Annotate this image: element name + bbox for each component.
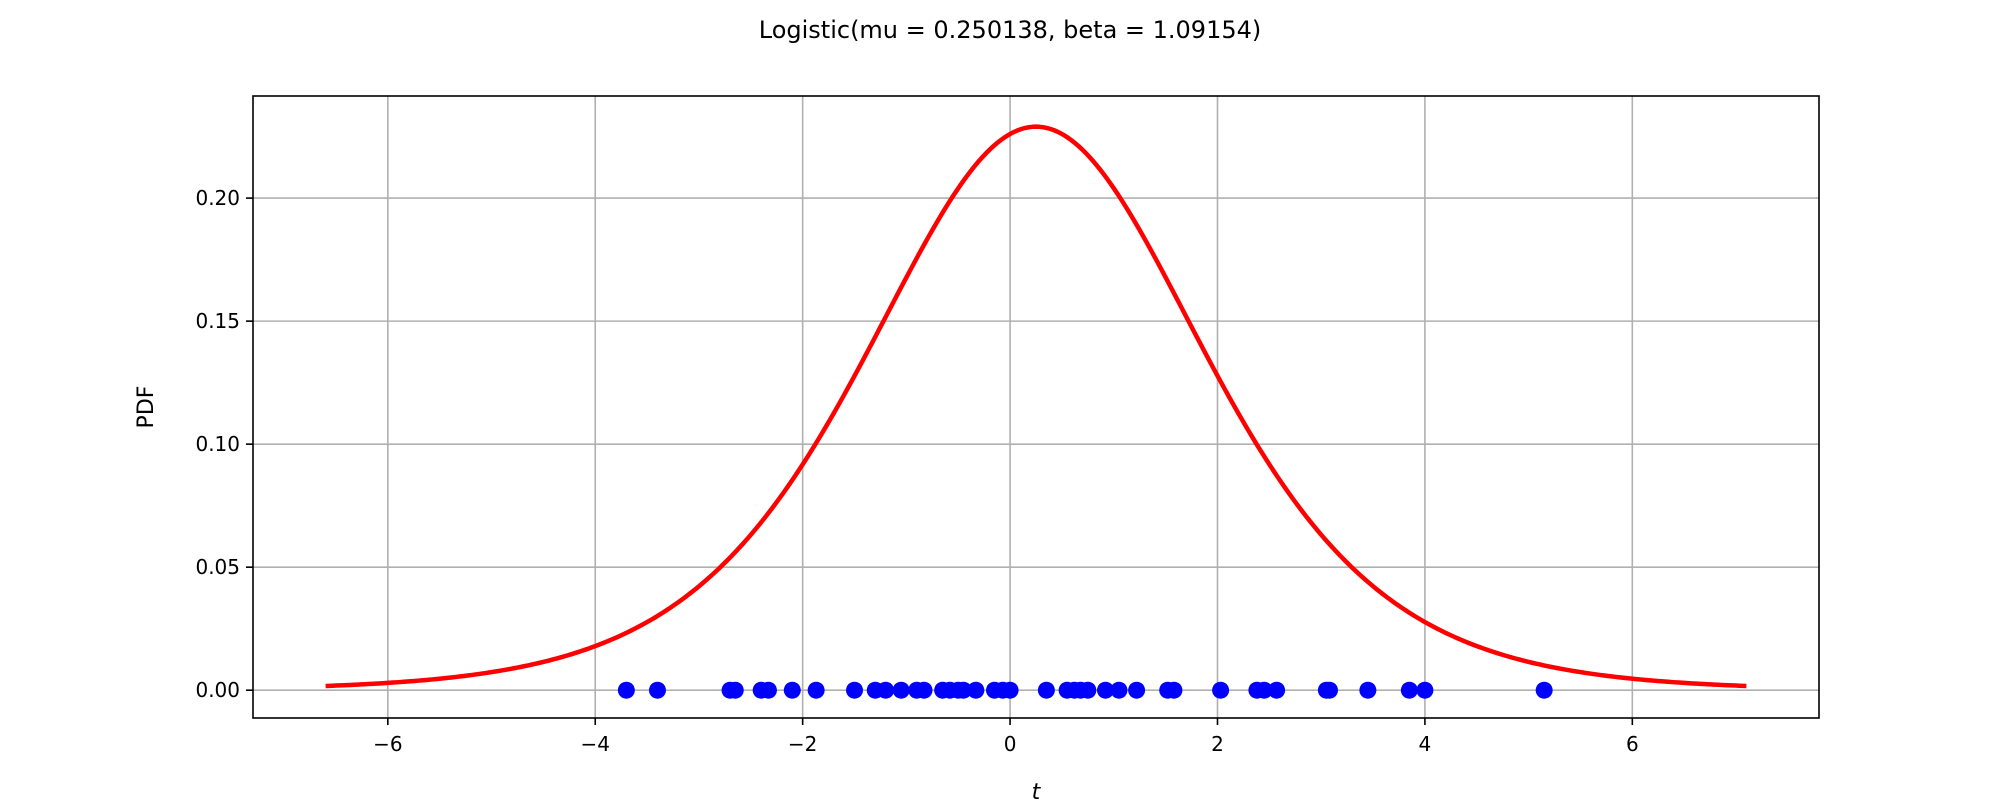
sample-point [1096, 681, 1114, 699]
y-tick-label: 0.10 [195, 432, 240, 456]
y-tick-label: 0.05 [195, 555, 240, 579]
sample-point [617, 681, 635, 699]
sample-point [1212, 681, 1230, 699]
x-tick-label: −4 [580, 732, 609, 756]
sample-point [1110, 681, 1128, 699]
sample-point [915, 681, 933, 699]
sample-point [1128, 681, 1146, 699]
sample-point [648, 681, 666, 699]
y-axis-ticks: 0.00 0.05 0.10 0.15 0.20 [195, 186, 253, 702]
pdf-curve [325, 124, 1747, 689]
x-tick-label: −2 [788, 732, 817, 756]
sample-point [807, 681, 825, 699]
sample-point [759, 681, 777, 699]
sample-point [1037, 681, 1055, 699]
sample-point [1255, 681, 1273, 699]
sample-point [1268, 681, 1286, 699]
sample-point [1416, 681, 1434, 699]
sample-point [877, 681, 895, 699]
sample-point [1359, 681, 1377, 699]
y-tick-label: 0.00 [195, 678, 240, 702]
plot-frame [252, 95, 1820, 719]
sample-point [846, 681, 864, 699]
x-axis-ticks: −6 −4 −2 0 2 4 6 [373, 718, 1639, 756]
x-tick-label: 6 [1626, 732, 1639, 756]
sample-point [1400, 681, 1418, 699]
sample-point [1320, 681, 1338, 699]
pdf-curve-layer [325, 124, 1747, 689]
x-axis-label: t [1032, 780, 1042, 800]
sample-point [1001, 681, 1019, 699]
x-tick-label: 0 [1004, 732, 1017, 756]
sample-points [617, 681, 1553, 699]
x-tick-label: −6 [373, 732, 402, 756]
x-tick-label: 2 [1211, 732, 1224, 756]
x-tick-label: 4 [1419, 732, 1432, 756]
sample-point [1165, 681, 1183, 699]
sample-point [726, 681, 744, 699]
chart-title: Logistic(mu = 0.250138, beta = 1.09154) [759, 16, 1262, 44]
sample-point [783, 681, 801, 699]
gridlines [253, 96, 1819, 718]
sample-point [1079, 681, 1097, 699]
y-tick-label: 0.15 [195, 309, 240, 333]
sample-point [967, 681, 985, 699]
sample-point [954, 681, 972, 699]
sample-point [892, 681, 910, 699]
y-tick-label: 0.20 [195, 186, 240, 210]
y-axis-label: PDF [134, 386, 159, 429]
sample-point [1535, 681, 1553, 699]
